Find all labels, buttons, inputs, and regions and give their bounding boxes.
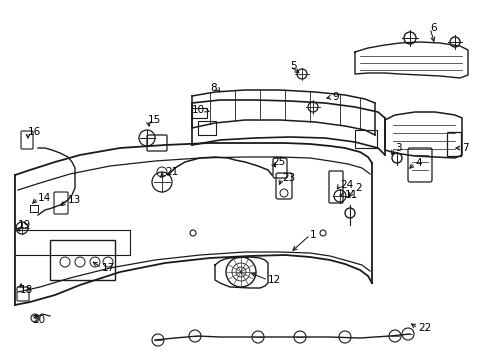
Text: 21: 21 bbox=[164, 167, 178, 177]
Text: 7: 7 bbox=[461, 143, 468, 153]
Text: 24: 24 bbox=[339, 180, 352, 190]
Text: 4: 4 bbox=[414, 158, 421, 168]
Text: 2: 2 bbox=[354, 183, 361, 193]
Text: 22: 22 bbox=[417, 323, 430, 333]
Text: 19: 19 bbox=[18, 220, 31, 230]
Text: 20: 20 bbox=[32, 315, 45, 325]
Text: 6: 6 bbox=[429, 23, 436, 33]
Text: 23: 23 bbox=[282, 173, 295, 183]
Text: 8: 8 bbox=[210, 83, 217, 93]
Text: 25: 25 bbox=[271, 157, 285, 167]
Text: 16: 16 bbox=[28, 127, 41, 137]
Text: 13: 13 bbox=[68, 195, 81, 205]
Text: 1: 1 bbox=[309, 230, 316, 240]
Text: 10: 10 bbox=[191, 105, 204, 115]
Text: 12: 12 bbox=[267, 275, 281, 285]
Text: 14: 14 bbox=[38, 193, 51, 203]
Text: 3: 3 bbox=[394, 143, 401, 153]
Text: 18: 18 bbox=[20, 285, 33, 295]
Text: 5: 5 bbox=[289, 61, 296, 71]
Text: 11: 11 bbox=[345, 190, 358, 200]
Text: 9: 9 bbox=[331, 92, 338, 102]
Text: 17: 17 bbox=[102, 263, 115, 273]
Text: 15: 15 bbox=[148, 115, 161, 125]
